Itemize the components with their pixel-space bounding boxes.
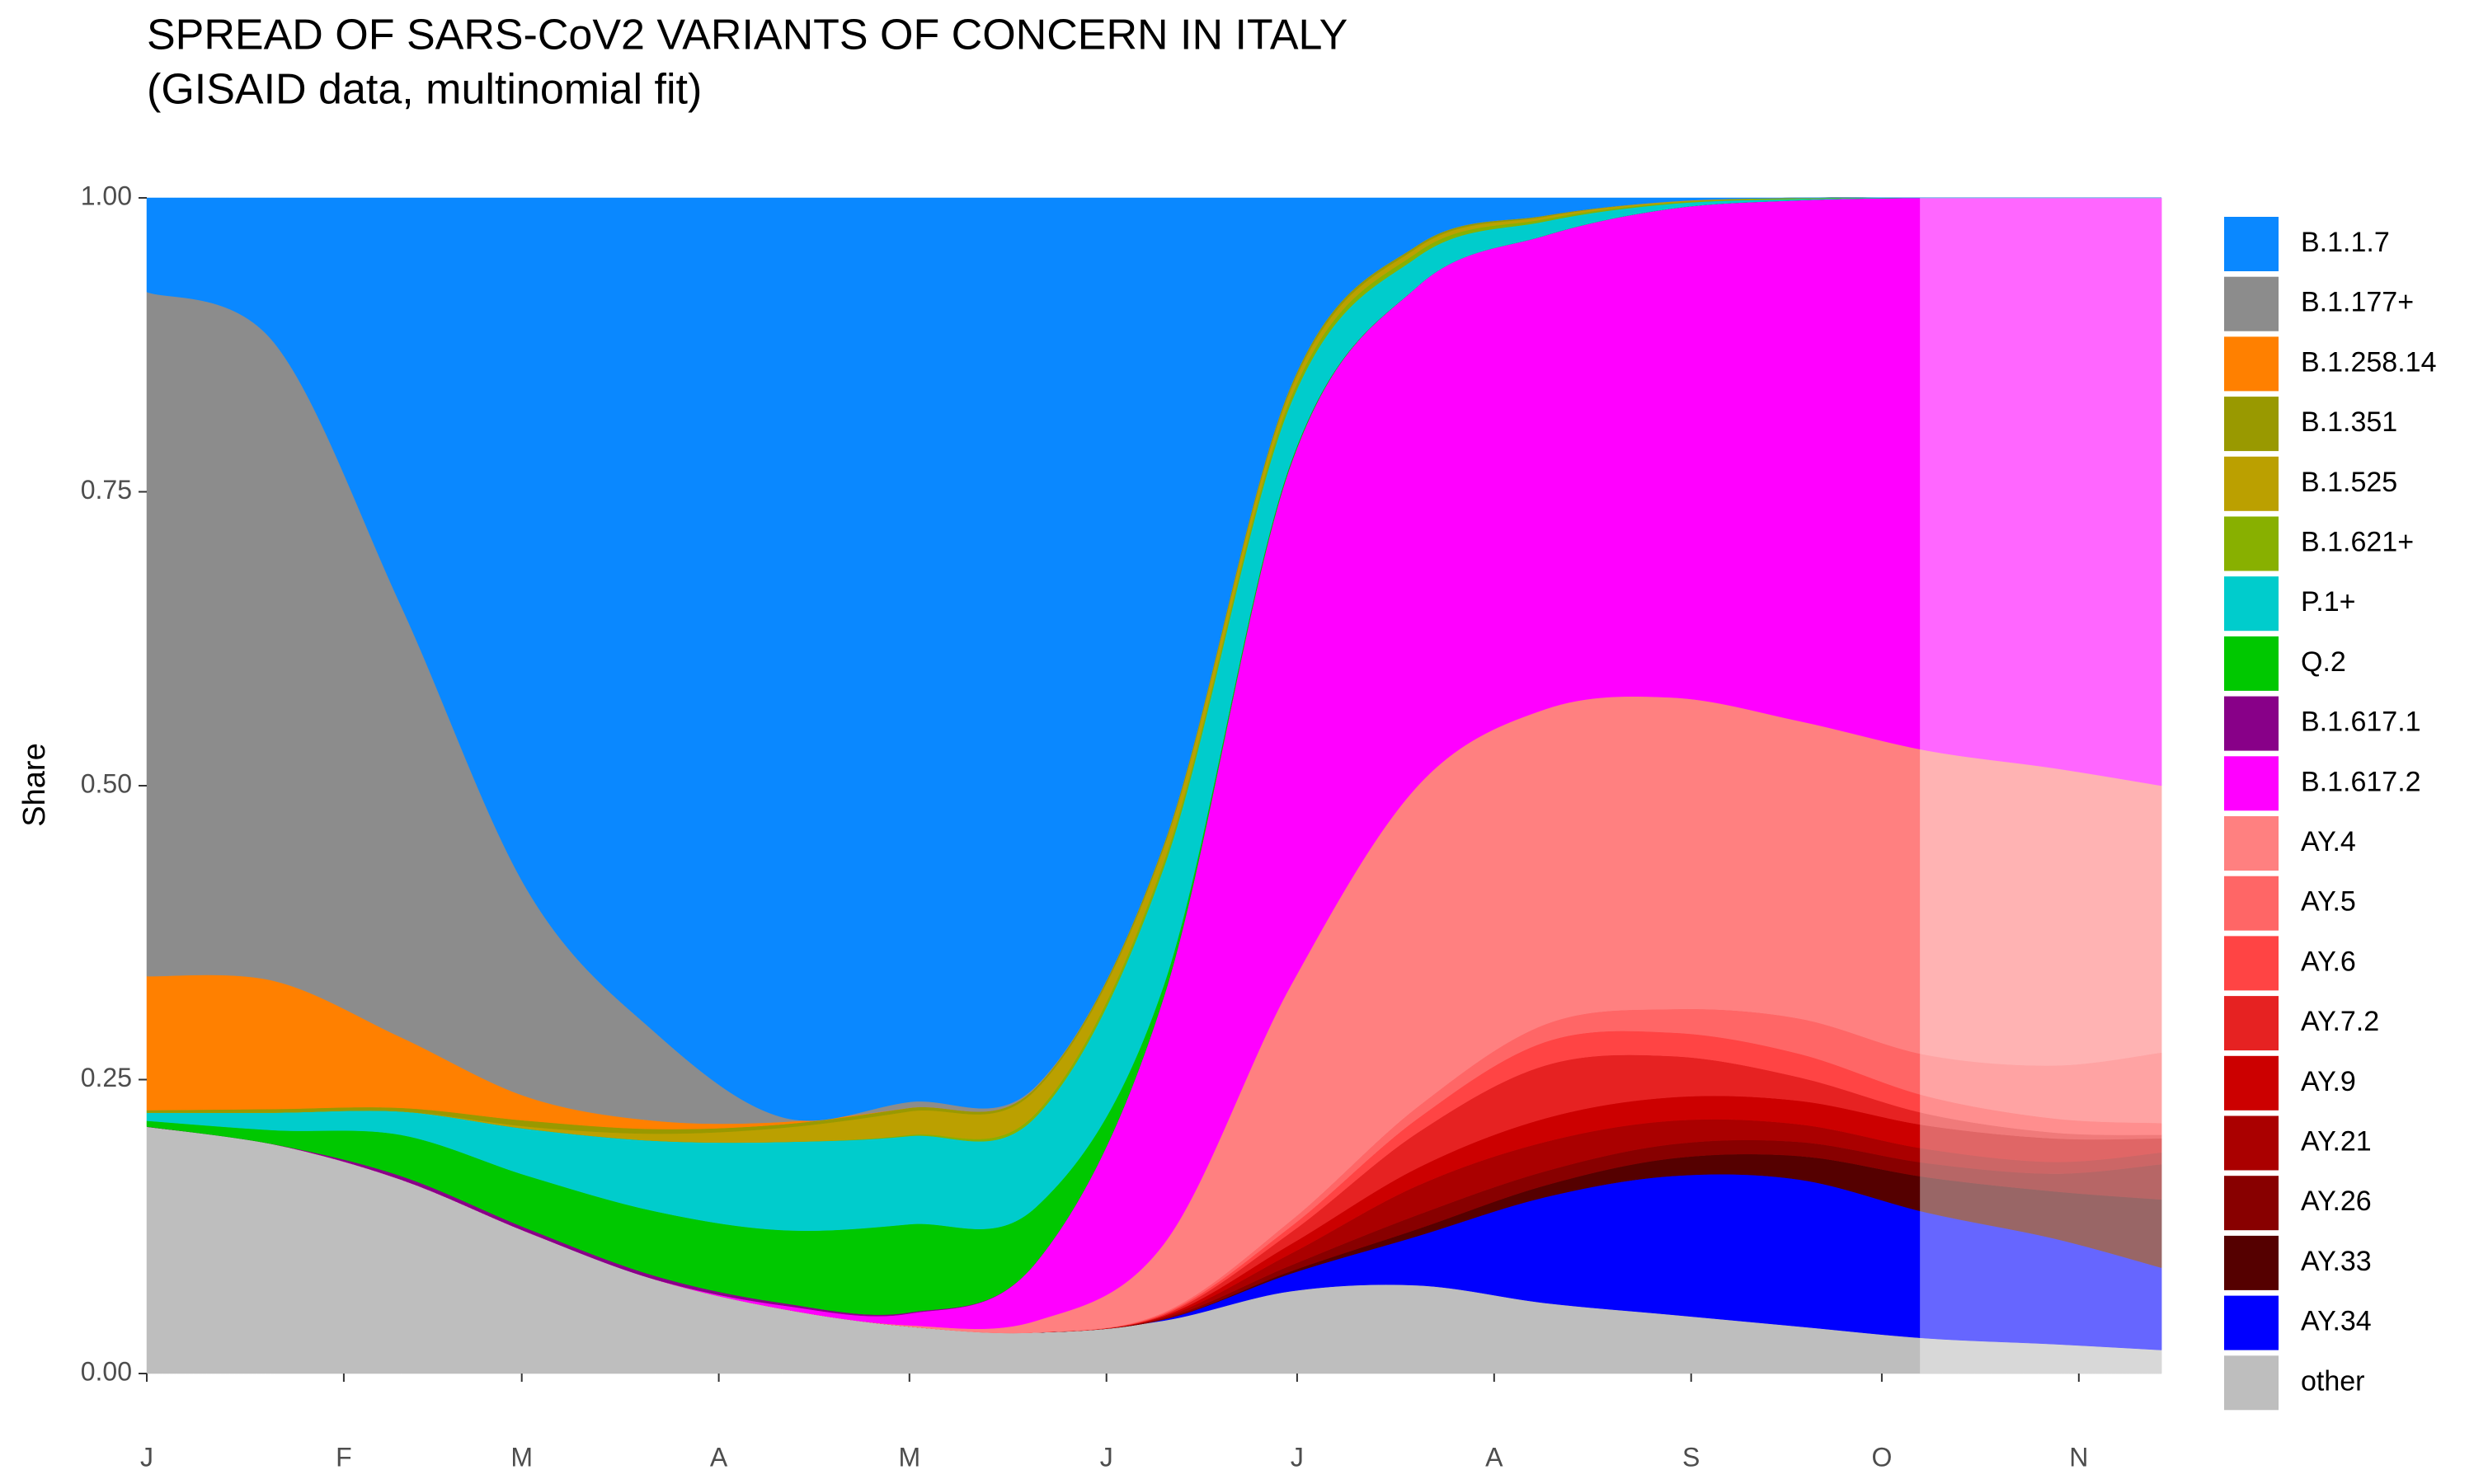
- plot-area: [146, 197, 2162, 1374]
- legend-swatch: [2224, 1115, 2279, 1171]
- legend-label: Q.2: [2301, 646, 2346, 678]
- legend-label: AY.34: [2301, 1306, 2372, 1337]
- x-tick-label: A: [710, 1442, 728, 1472]
- legend-label: AY.6: [2301, 946, 2356, 977]
- x-tick-label: O: [1871, 1442, 1892, 1472]
- legend-swatch: [2224, 456, 2279, 511]
- legend-label: AY.33: [2301, 1246, 2372, 1277]
- legend: B.1.1.7 B.1.177+ B.1.258.14 B.1.351 B.1.525 B…: [2224, 217, 2436, 1411]
- legend-label: AY.9: [2301, 1066, 2356, 1097]
- legend-swatch: [2224, 876, 2279, 931]
- legend-label: B.1.621+: [2301, 526, 2414, 557]
- legend-label: AY.4: [2301, 826, 2356, 857]
- x-tick-label: J: [140, 1442, 153, 1472]
- legend-label: B.1.258.14: [2301, 346, 2436, 378]
- legend-label: other: [2301, 1365, 2365, 1397]
- x-tick-label: J: [1291, 1442, 1304, 1472]
- legend-label: B.1.617.1: [2301, 707, 2421, 738]
- legend-label: B.1.617.2: [2301, 766, 2421, 797]
- legend-swatch: [2224, 636, 2279, 691]
- y-tick-label: 0.75: [81, 475, 132, 505]
- legend-label: AY.21: [2301, 1125, 2372, 1157]
- x-tick-label: F: [336, 1442, 352, 1472]
- shaded-region: [1920, 198, 2161, 1374]
- legend-swatch: [2224, 756, 2279, 811]
- x-tick-label: M: [510, 1442, 533, 1472]
- x-tick-label: N: [2069, 1442, 2088, 1472]
- legend-label: B.1.1.7: [2301, 227, 2390, 258]
- legend-label: P.1+: [2301, 586, 2356, 618]
- legend-label: AY.26: [2301, 1186, 2372, 1217]
- legend-swatch: [2224, 217, 2279, 271]
- x-tick-label: J: [1100, 1442, 1113, 1472]
- legend-label: B.1.525: [2301, 467, 2397, 498]
- legend-label: AY.5: [2301, 886, 2356, 918]
- legend-swatch: [2224, 516, 2279, 571]
- legend-swatch: [2224, 696, 2279, 751]
- legend-swatch: [2224, 1235, 2279, 1290]
- axes: 0.00 0.25 0.50 0.75 1.00 J F M A M J J A S O N: [81, 181, 2089, 1472]
- legend-label: B.1.351: [2301, 406, 2397, 438]
- chart-title: SPREAD OF SARS-CoV2 VARIANTS OF CONCERN …: [147, 12, 1348, 59]
- legend-swatch: [2224, 336, 2279, 392]
- legend-label: B.1.177+: [2301, 287, 2414, 318]
- legend-swatch: [2224, 1295, 2279, 1350]
- chart-subtitle: (GISAID data, multinomial fit): [147, 66, 702, 114]
- x-tick-label: M: [898, 1442, 920, 1472]
- legend-swatch: [2224, 397, 2279, 452]
- legend-swatch: [2224, 276, 2279, 331]
- legend-swatch: [2224, 1055, 2279, 1111]
- legend-swatch: [2224, 936, 2279, 991]
- legend-swatch: [2224, 576, 2279, 632]
- legend-swatch: [2224, 1176, 2279, 1231]
- area: [146, 197, 2161, 1121]
- x-tick-label: S: [1682, 1442, 1700, 1472]
- y-tick-label: 1.00: [81, 181, 132, 210]
- y-tick-label: 0.00: [81, 1356, 132, 1386]
- y-axis-label: Share: [17, 743, 52, 826]
- legend-swatch: [2224, 1355, 2279, 1411]
- y-tick-label: 0.50: [81, 768, 132, 798]
- legend-swatch: [2224, 816, 2279, 871]
- y-tick-label: 0.25: [81, 1063, 132, 1092]
- x-tick-label: A: [1485, 1442, 1503, 1472]
- legend-swatch: [2224, 996, 2279, 1051]
- legend-label: AY.7.2: [2301, 1006, 2379, 1037]
